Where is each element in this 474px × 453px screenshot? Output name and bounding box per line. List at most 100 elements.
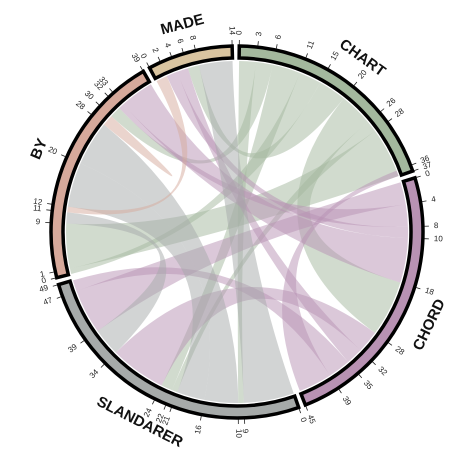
segment-label-made: MADE xyxy=(159,11,206,39)
tick-label-slandarer-47: 47 xyxy=(42,295,54,307)
tick-label-made-4: 4 xyxy=(163,42,173,50)
tick-label-chord-45: 45 xyxy=(306,413,318,425)
tick-label-chord-32: 32 xyxy=(376,365,389,378)
tick-chord-39 xyxy=(338,389,342,394)
tick-label-made-8: 8 xyxy=(188,35,198,42)
segments-layer xyxy=(49,44,425,420)
tick-slandarer-24 xyxy=(152,400,155,405)
ribbon-chord-made xyxy=(177,68,361,362)
tick-label-by-20: 20 xyxy=(47,145,59,157)
segment-chord xyxy=(298,175,425,408)
tick-label-chart-36: 36 xyxy=(419,153,431,165)
tick-by-30 xyxy=(95,101,100,106)
ribbon-slandarer-by xyxy=(66,212,167,353)
tick-chord-0 xyxy=(416,175,421,178)
tick-chart-6 xyxy=(275,44,278,49)
ribbon-slandarer-made xyxy=(198,61,294,403)
tick-chord-35 xyxy=(358,374,363,379)
tick-label-made-0: 0 xyxy=(139,52,149,61)
segment-label-chord: CHORD xyxy=(410,296,449,353)
tick-by-0 xyxy=(50,277,56,280)
tick-chord-45 xyxy=(305,406,308,411)
tick-chart-15 xyxy=(327,64,331,69)
tick-label-made-14: 14 xyxy=(227,26,236,36)
tick-chart-36 xyxy=(411,162,417,166)
tick-label-chart-0: 0 xyxy=(235,30,244,35)
tick-chord-32 xyxy=(372,361,376,366)
ribbon-chord-made xyxy=(166,71,408,239)
tick-label-chord-18: 18 xyxy=(424,286,436,297)
segment-chart xyxy=(237,44,415,178)
tick-chart-26 xyxy=(380,108,385,112)
tick-label-chord-28: 28 xyxy=(394,344,407,357)
tick-label-chord-35: 35 xyxy=(362,379,375,392)
ribbon-by-by xyxy=(103,116,173,177)
segment-by xyxy=(49,68,152,280)
ribbon-chart-by xyxy=(69,72,321,275)
ribbon-chart-made xyxy=(187,65,344,159)
tick-label-slandarer-21: 21 xyxy=(160,414,172,426)
tick-by-28 xyxy=(87,111,92,115)
tick-label-slandarer-16: 16 xyxy=(193,424,204,435)
tick-chord-18 xyxy=(415,287,421,290)
tick-label-made-6: 6 xyxy=(175,38,185,45)
tick-label-chord-0: 0 xyxy=(424,169,431,179)
ribbon-chart-slandarer xyxy=(237,61,257,403)
tick-by-11 xyxy=(46,209,51,211)
tick-label-chart-3: 3 xyxy=(254,31,264,37)
tick-made-8 xyxy=(193,44,196,50)
tick-made-0 xyxy=(146,62,150,67)
tick-label-chord-8: 8 xyxy=(434,221,439,230)
tick-slandarer-22 xyxy=(163,405,167,410)
tick-label-chart-37: 37 xyxy=(422,160,434,172)
tick-label-chord-4: 4 xyxy=(431,194,437,204)
tick-label-by-9: 9 xyxy=(36,217,41,226)
tick-label-by-28: 28 xyxy=(74,99,87,112)
tick-label-slandarer-39: 39 xyxy=(66,342,79,355)
tick-label-slandarer-49: 49 xyxy=(38,283,50,294)
tick-chord-4 xyxy=(421,200,427,202)
tick-label-by-0: 0 xyxy=(41,276,48,286)
tick-label-slandarer-34: 34 xyxy=(88,367,101,380)
tick-slandarer-39 xyxy=(80,340,85,344)
ticks-layer: 0 361115202628363704810182832353945091016… xyxy=(33,26,444,438)
tick-by-12 xyxy=(47,203,52,205)
tick-made-6 xyxy=(181,47,184,53)
tick-chart-20 xyxy=(353,81,358,86)
tick-label-made-2: 2 xyxy=(150,46,160,54)
tick-slandarer-49 xyxy=(52,284,58,287)
segment-made xyxy=(147,44,235,81)
tick-label-slandarer-22: 22 xyxy=(154,412,166,424)
ribbon-chord-by xyxy=(123,84,408,283)
tick-label-by-12: 12 xyxy=(33,197,44,207)
tick-label-chart-28: 28 xyxy=(393,106,406,119)
tick-slandarer-16 xyxy=(200,415,202,421)
segment-slandarer xyxy=(56,279,301,420)
tick-chart-37 xyxy=(414,168,419,171)
tick-slandarer-0 xyxy=(298,408,302,414)
tick-by-1 xyxy=(49,271,54,274)
tick-slandarer-47 xyxy=(56,296,62,299)
tick-label-by-11: 11 xyxy=(33,203,43,213)
ribbons-layer xyxy=(65,61,408,404)
ribbon-chord-chart xyxy=(282,170,399,392)
tick-chart-28 xyxy=(388,118,393,122)
tick-slandarer-34 xyxy=(100,364,105,368)
ribbon-chart-chord xyxy=(297,98,401,333)
tick-by-20 xyxy=(61,154,66,157)
tick-label-chart-11: 11 xyxy=(305,39,317,51)
tick-label-chart-26: 26 xyxy=(385,96,398,109)
tick-chart-3 xyxy=(257,41,259,46)
tick-label-chart-6: 6 xyxy=(273,33,283,40)
tick-label-by-30: 30 xyxy=(83,89,96,102)
tick-label-slandarer-9: 9 xyxy=(241,429,250,434)
tick-label-chord-39: 39 xyxy=(341,395,354,408)
tick-by-33 xyxy=(109,88,113,93)
tick-by-32 xyxy=(104,92,109,97)
tick-label-slandarer-24: 24 xyxy=(142,406,154,418)
tick-slandarer-21 xyxy=(169,407,172,413)
tick-chord-28 xyxy=(388,342,393,346)
tick-by-39 xyxy=(139,65,143,71)
tick-label-by-1: 1 xyxy=(39,269,46,279)
